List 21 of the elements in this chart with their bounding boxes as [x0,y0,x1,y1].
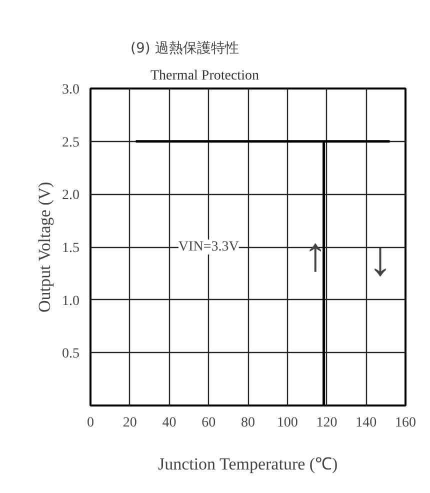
y-tick-label: 2.5 [62,135,80,150]
x-tick-label: 140 [356,416,377,430]
y-tick-label: 2.0 [62,188,80,204]
x-tick-label: 20 [122,416,137,430]
x-tick-label: 40 [162,416,176,430]
y-tick-label: 3.0 [62,82,80,98]
x-tick-label: 0 [87,416,94,430]
x-tick-label: 60 [202,416,216,430]
x-tick-label: 160 [395,416,416,430]
chart-subtitle: Thermal Protection [150,68,259,84]
y-tick-label: 0.5 [62,346,80,362]
y-tick-label: 1.0 [62,294,80,309]
y-tick-label: 1.5 [62,241,80,256]
y-axis-title: Output Voltage (V) [35,182,54,312]
x-axis-title: Junction Temperature (℃) [158,454,338,474]
x-tick-label: 80 [241,416,255,430]
annotation: ↓ [368,233,392,286]
annotation: VIN=3.3V [178,240,239,254]
x-tick-label: 100 [276,416,298,430]
chart-title: (9) 過熱保護特性 [130,40,239,56]
x-tick-label: 120 [316,416,338,430]
